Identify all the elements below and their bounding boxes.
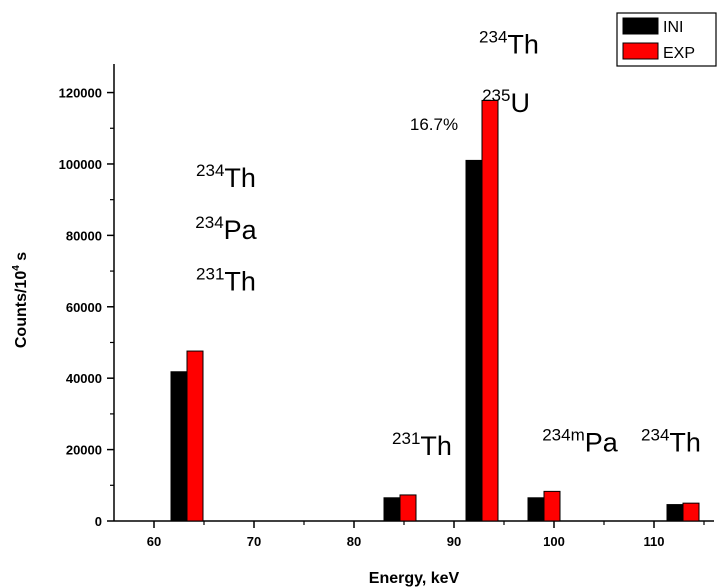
legend-swatch-exp bbox=[622, 42, 659, 60]
y-tick-label: 100000 bbox=[59, 157, 102, 172]
isotope-label-th231: 231Th bbox=[392, 429, 452, 461]
y-tick-label: 120000 bbox=[59, 86, 102, 101]
legend-label-exp: EXP bbox=[663, 45, 695, 62]
isotope-label-th234: 234Th bbox=[196, 161, 256, 193]
y-tick-label: 80000 bbox=[66, 228, 102, 243]
bar-exp-2 bbox=[481, 99, 499, 522]
isotope-label-pa234m: 234mPa bbox=[542, 425, 619, 457]
isotope-label-u235: 235U bbox=[482, 86, 530, 118]
bar-ini-1 bbox=[383, 497, 401, 522]
bar-exp-3 bbox=[543, 490, 561, 522]
y-tick-label: 20000 bbox=[66, 443, 102, 458]
y-tick-label: 0 bbox=[95, 514, 102, 529]
isotope-label-th234: 234Th bbox=[479, 27, 539, 59]
bar-ini-3 bbox=[527, 497, 545, 522]
bar-ini-2 bbox=[465, 159, 483, 522]
legend-swatch-ini bbox=[622, 17, 659, 35]
y-ticks: 0 20000 40000 60000 80000 100000 120000 bbox=[59, 86, 114, 529]
y-tick-label: 40000 bbox=[66, 371, 102, 386]
bar-exp-0 bbox=[186, 350, 204, 522]
x-tick-label: 60 bbox=[147, 534, 161, 549]
bar-exp-4 bbox=[682, 502, 700, 522]
y-tick-label: 60000 bbox=[66, 300, 102, 315]
isotope-label-th231: 231Th bbox=[196, 265, 256, 297]
bar-ini-0 bbox=[170, 371, 188, 522]
bar-exp-1 bbox=[399, 494, 417, 522]
percent-annotation: 16.7% bbox=[410, 115, 458, 134]
bars bbox=[170, 99, 700, 522]
isotope-label-pa234: 234Pa bbox=[195, 213, 257, 245]
x-tick-label: 100 bbox=[543, 534, 565, 549]
isotope-label-th234: 234Th bbox=[641, 425, 701, 457]
x-tick-label: 70 bbox=[247, 534, 261, 549]
y-axis-title: Counts/104 s bbox=[11, 252, 30, 348]
x-axis-title: Energy, keV bbox=[369, 570, 460, 587]
x-tick-label: 80 bbox=[347, 534, 361, 549]
x-ticks: 60 70 80 90 100 110 bbox=[147, 521, 705, 549]
legend-label-ini: INI bbox=[663, 19, 683, 36]
isotope-annotations: 234Th 234Pa 231Th 231Th 234Th 235U 234mPa 234Th… bbox=[195, 27, 701, 461]
legend: INI EXP bbox=[616, 12, 717, 67]
x-tick-label: 110 bbox=[644, 534, 665, 549]
x-tick-label: 90 bbox=[447, 534, 461, 549]
bar-ini-4 bbox=[666, 504, 684, 522]
